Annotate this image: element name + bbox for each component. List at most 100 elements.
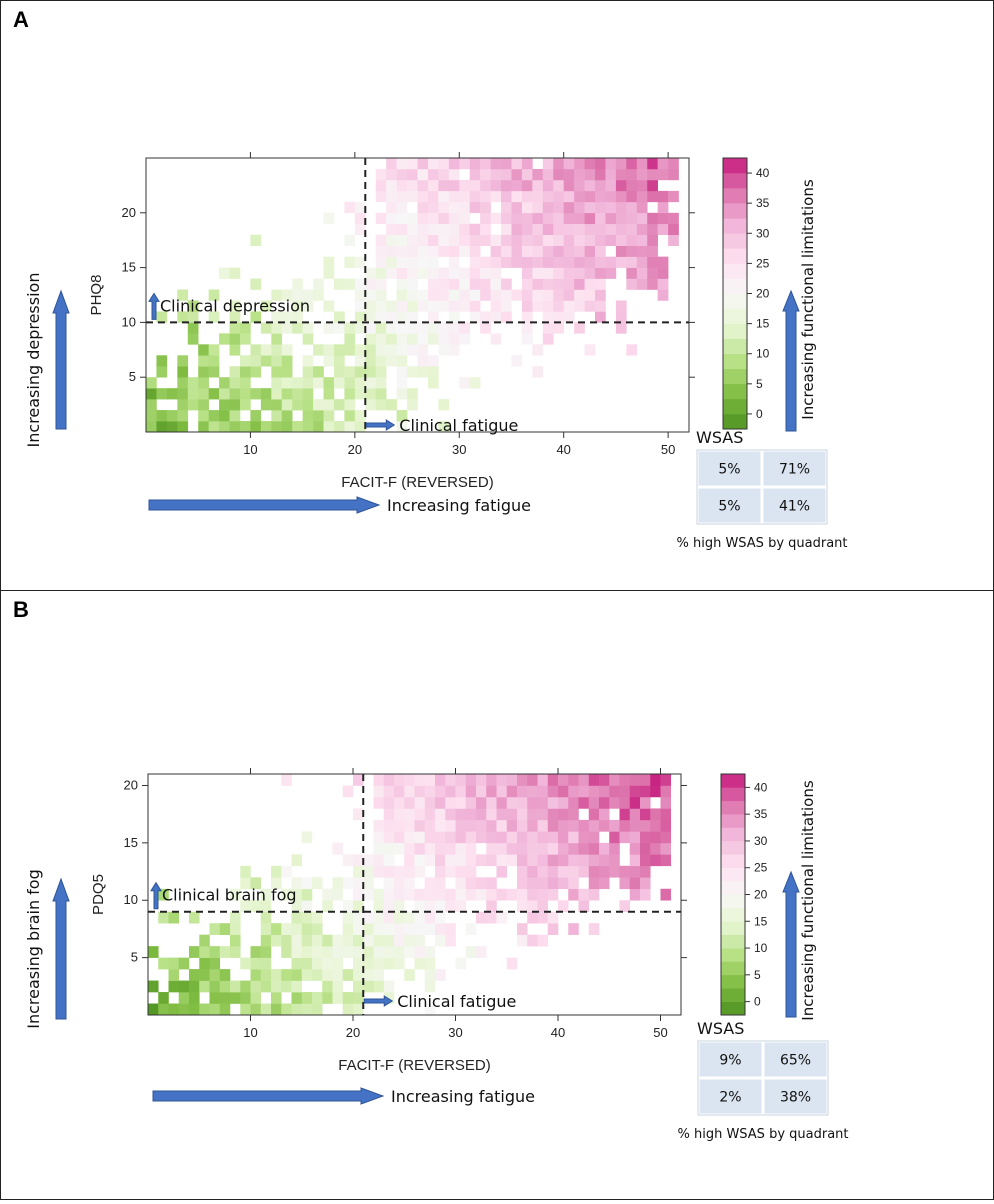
heatmap-cell <box>291 969 303 981</box>
heatmap-cell <box>239 388 251 400</box>
heatmap-cell <box>568 865 579 878</box>
colorbar-band <box>723 278 747 294</box>
heatmap-cell <box>480 267 491 279</box>
heatmap-cells <box>146 158 679 433</box>
heatmap-cell <box>383 911 395 924</box>
heatmap-cell <box>660 785 672 798</box>
heatmap-cell <box>312 934 323 947</box>
heatmap-cell <box>365 278 377 290</box>
heatmap-cell <box>373 969 385 981</box>
heatmap-cell <box>521 289 533 301</box>
heatmap-cell <box>496 808 508 821</box>
colorbar-tick-label: 30 <box>756 226 770 240</box>
heatmap-cell <box>323 344 335 356</box>
heatmap-cell <box>568 888 579 901</box>
heatmap-cell <box>386 212 397 225</box>
heatmap-cell <box>156 410 168 422</box>
heatmap-cell <box>250 421 262 433</box>
heatmap-cell <box>281 322 293 334</box>
heatmap-cell <box>476 831 487 844</box>
heatmap-cell <box>394 923 405 935</box>
x-direction-arrow <box>152 1087 385 1105</box>
heatmap-cell <box>568 854 579 867</box>
heatmap-cell <box>396 278 408 290</box>
heatmap-cell <box>375 168 387 181</box>
heatmap-cell <box>313 278 324 290</box>
heatmap-cell <box>517 785 528 798</box>
heatmap-cell <box>386 344 397 356</box>
heatmap-cell <box>490 212 502 225</box>
heatmap-cell <box>375 333 387 345</box>
heatmap-cell <box>511 212 523 225</box>
heatmap-cell <box>404 774 415 786</box>
heatmap-cell <box>527 819 538 832</box>
heatmap-cell <box>578 831 590 844</box>
heatmap-cell <box>469 179 481 192</box>
heatmap-cell <box>281 399 293 411</box>
heatmap-cell <box>199 934 210 947</box>
heatmap-cell <box>281 1003 292 1016</box>
heatmap-cell <box>260 980 272 993</box>
heatmap-cell <box>647 256 658 268</box>
heatmap-cell <box>250 234 262 246</box>
heatmap-cell <box>584 234 596 246</box>
colorbar-band <box>723 203 747 219</box>
colorbar <box>721 774 745 1016</box>
x-tick-label: 30 <box>448 1025 462 1040</box>
colorbar-band <box>721 867 745 882</box>
heatmap-cell <box>354 388 366 400</box>
heatmap-cell <box>417 179 429 192</box>
heatmap-cell <box>386 190 397 203</box>
heatmap-cell <box>547 785 559 798</box>
heatmap-cell <box>438 158 450 170</box>
heatmap-cell <box>344 256 356 268</box>
heatmap-cell <box>407 311 418 323</box>
heatmap-cell <box>599 808 610 821</box>
heatmap-cell <box>353 900 364 913</box>
heatmap-cell <box>383 888 395 901</box>
heatmap-cell <box>558 877 569 890</box>
y-axis-title: PHQ8 <box>88 275 105 316</box>
heatmap-cell <box>354 322 366 334</box>
colorbar-band <box>721 840 745 855</box>
heatmap-cell <box>333 399 345 411</box>
heatmap-cell <box>490 158 502 170</box>
heatmap-cell <box>574 201 585 214</box>
heatmap-cell <box>396 410 408 422</box>
heatmap-cell <box>588 774 600 786</box>
heatmap-cell <box>407 300 418 312</box>
wsas-caption: % high WSAS by quadrant <box>677 1127 848 1142</box>
heatmap-cell <box>486 819 497 832</box>
heatmap-cell <box>322 969 333 981</box>
colorbar-band <box>721 800 745 815</box>
heatmap-cell <box>657 223 669 236</box>
heatmap-cell <box>209 1003 221 1016</box>
heatmap-cell <box>219 388 230 400</box>
heatmap-cell <box>344 201 356 214</box>
wsas-value: 2% <box>719 1090 741 1106</box>
heatmap-cell <box>511 158 523 170</box>
heatmap-cell <box>407 289 418 301</box>
heatmap-cell <box>424 785 436 798</box>
heatmap-cell <box>424 946 436 958</box>
heatmap-cell <box>353 934 364 947</box>
heatmap-cell <box>407 333 418 345</box>
heatmap-cell <box>166 410 178 422</box>
colorbar-tick-label: 10 <box>754 941 768 955</box>
heatmap-cell <box>532 267 544 279</box>
heatmap-cell <box>394 808 405 821</box>
heatmap-cell <box>501 300 512 312</box>
heatmap-cell <box>375 179 387 192</box>
colorbar-band <box>721 974 745 989</box>
heatmap-cell <box>584 223 596 236</box>
heatmap-cell <box>281 366 293 378</box>
heatmap-cell <box>404 969 415 981</box>
heatmap-cell <box>323 300 335 312</box>
heatmap-cell <box>260 355 272 367</box>
heatmap-cell <box>553 256 564 268</box>
heatmap-cell <box>394 911 405 924</box>
heatmap-cell <box>490 234 502 246</box>
heatmap-cell <box>563 278 575 290</box>
heatmap-cell <box>187 322 199 334</box>
heatmap-cell <box>650 819 661 832</box>
